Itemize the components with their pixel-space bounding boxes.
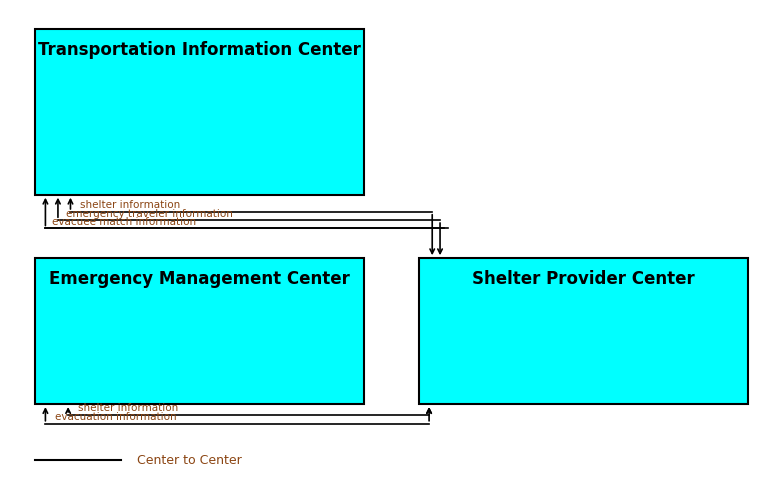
Bar <box>35 29 364 195</box>
Text: evacuee match information: evacuee match information <box>52 217 196 227</box>
Text: Transportation Information Center: Transportation Information Center <box>38 41 361 59</box>
Text: Center to Center: Center to Center <box>137 454 242 467</box>
Text: shelter information: shelter information <box>78 403 178 413</box>
Text: Shelter Provider Center: Shelter Provider Center <box>472 270 695 288</box>
Text: Emergency Management Center: Emergency Management Center <box>49 270 350 288</box>
Text: evacuation information: evacuation information <box>55 412 176 422</box>
Text: emergency traveler information: emergency traveler information <box>66 208 233 219</box>
Bar <box>35 258 364 404</box>
Bar <box>419 258 748 404</box>
Text: shelter information: shelter information <box>80 200 180 210</box>
